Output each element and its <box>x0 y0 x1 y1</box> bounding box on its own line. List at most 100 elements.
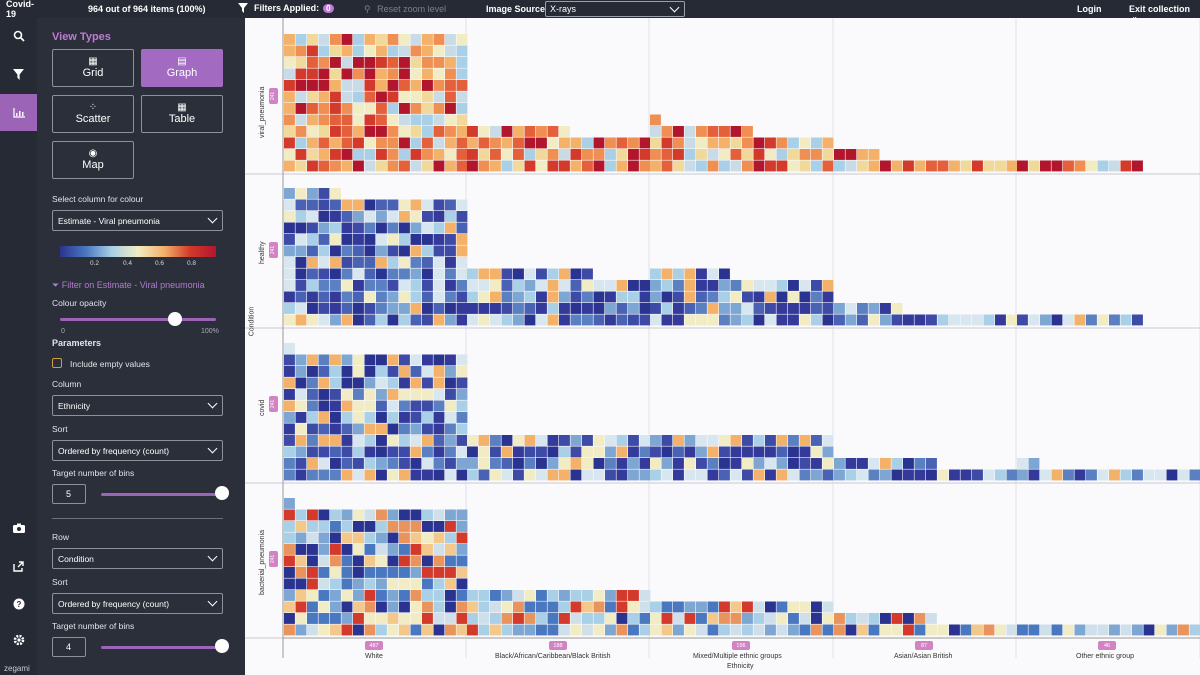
sort2-select[interactable]: Ordered by frequency (count) <box>52 593 223 614</box>
bins-slider-knob[interactable] <box>215 486 229 500</box>
divider <box>52 518 223 519</box>
graph-view-button[interactable]: ▤ Graph <box>141 49 223 87</box>
table-view-label: Table <box>168 113 196 125</box>
grid-view-label: Grid <box>82 67 104 79</box>
chevron-down-icon <box>207 213 218 224</box>
zegami-logo: zegami <box>4 664 30 673</box>
chevron-down-icon <box>207 596 218 607</box>
exit-collection-label: Exit collection <box>1129 4 1191 14</box>
opacity-slider-knob[interactable] <box>168 312 183 326</box>
grid-view-button[interactable]: ▦ Grid <box>52 49 134 87</box>
bins-slider-track <box>101 493 221 496</box>
colour-column-select[interactable]: Estimate - Viral pneumonia <box>52 210 223 231</box>
reset-zoom-label: Reset zoom level <box>377 4 447 14</box>
filter-icon[interactable] <box>0 56 37 92</box>
column-count-badge: 87 <box>915 641 933 650</box>
login-link[interactable]: Login <box>1077 4 1102 14</box>
colour-tick: 0.8 <box>187 260 197 267</box>
scatter-icon: ⁘ <box>88 102 98 113</box>
row-label-bacterial-pneumonia: bacterial_pneumonia <box>259 530 266 595</box>
sort2-value: Ordered by frequency (count) <box>58 598 170 609</box>
bins2-slider-knob[interactable] <box>215 639 229 653</box>
bins2-input[interactable]: 4 <box>52 637 86 657</box>
svg-text:?: ? <box>16 600 21 609</box>
column-count-badge: 46 <box>1098 641 1116 650</box>
colour-opacity-label: Colour opacity <box>52 298 107 308</box>
table-view-button[interactable]: ▦ Table <box>141 95 223 133</box>
filters-label: Filters Applied: <box>254 3 320 13</box>
graph-icon: ▤ <box>177 56 187 67</box>
row-label-viral-pneumonia: viral_pneumonia <box>259 86 266 138</box>
column-value: Ethnicity <box>58 400 91 411</box>
graph-canvas[interactable]: Condition viral_pneumonia 241 healthy 24… <box>245 18 1200 675</box>
row-label-healthy: healthy <box>259 241 266 264</box>
filters-count-badge: 0 <box>323 3 334 13</box>
column-label-white: White <box>365 653 383 660</box>
column-label-mixed: Mixed/Multiple ethnic groups <box>693 653 782 660</box>
sort-label: Sort <box>52 424 68 434</box>
filter-icon: ⏷ <box>52 280 60 290</box>
grid-icon: ▦ <box>88 56 98 67</box>
column-count-badge: 487 <box>365 641 383 650</box>
chevron-down-icon <box>207 551 218 562</box>
row-count-badge: 241 <box>269 88 278 104</box>
search-icon[interactable] <box>0 18 37 54</box>
image-source-label: Image Source <box>486 4 546 14</box>
x-axis-title: Ethnicity <box>727 663 754 670</box>
icon-rail: ? zegami <box>0 18 37 675</box>
filters-applied[interactable]: Filters Applied: 0 <box>238 3 334 13</box>
parameters-title: Parameters <box>52 338 102 348</box>
opacity-max: 100% <box>201 328 219 335</box>
sort2-label: Sort <box>52 577 68 587</box>
image-source-value: X-rays <box>550 4 577 14</box>
column-count-badge: 188 <box>549 641 567 650</box>
column-label: Column <box>52 379 82 389</box>
opacity-slider-track <box>60 318 216 321</box>
app-title: Covid-19 <box>6 0 34 19</box>
row-value: Condition <box>58 553 94 564</box>
image-source-select[interactable]: X-rays <box>545 1 685 17</box>
bins2-label: Target number of bins <box>52 621 135 631</box>
graph-view-label: Graph <box>166 67 198 79</box>
table-icon: ▦ <box>177 102 187 113</box>
colour-tick: 0.2 <box>90 260 100 267</box>
row-count-badge: 241 <box>269 242 278 258</box>
help-icon[interactable]: ? <box>0 586 37 622</box>
map-view-button[interactable]: ◉ Map <box>52 141 134 179</box>
row-select[interactable]: Condition <box>52 548 223 569</box>
graph-view-icon[interactable] <box>0 94 37 131</box>
filter-on-estimate-link[interactable]: ⏷ Filter on Estimate - Viral pneumonia <box>52 280 205 291</box>
globe-icon: ◉ <box>88 148 98 159</box>
view-types-title: View Types <box>52 31 111 43</box>
share-icon[interactable] <box>0 548 37 584</box>
camera-icon[interactable] <box>0 510 37 546</box>
bins-label: Target number of bins <box>52 468 135 478</box>
include-empty-label: Include empty values <box>70 359 150 369</box>
y-axis-title: Condition <box>248 306 256 337</box>
colour-column-value: Estimate - Viral pneumonia <box>58 215 160 226</box>
column-select[interactable]: Ethnicity <box>52 395 223 416</box>
scatter-view-button[interactable]: ⁘ Scatter <box>52 95 134 133</box>
bins-input[interactable]: 5 <box>52 484 86 504</box>
zoom-icon: ⚲ <box>364 4 371 14</box>
reset-zoom-button[interactable]: ⚲ Reset zoom level <box>364 4 446 15</box>
opacity-min: 0 <box>61 328 65 335</box>
row-count-badge: 241 <box>269 551 278 567</box>
colour-tick: 0.4 <box>123 260 133 267</box>
colour-column-label: Select column for colour <box>52 194 144 204</box>
row-label: Row <box>52 532 70 542</box>
colour-tick: 0.6 <box>155 260 165 267</box>
column-label-other: Other ethnic group <box>1076 653 1134 660</box>
column-label-asian: Asian/Asian British <box>894 653 953 660</box>
sort-value: Ordered by frequency (count) <box>58 445 170 456</box>
column-count-badge: 156 <box>732 641 750 650</box>
column-label-black: Black/African/Caribbean/Black British <box>495 653 611 660</box>
row-count-badge: 241 <box>269 396 278 412</box>
top-bar: Covid-19 964 out of 964 items (100%) Fil… <box>0 0 1200 24</box>
settings-icon[interactable] <box>0 622 37 658</box>
sort-select[interactable]: Ordered by frequency (count) <box>52 440 223 461</box>
item-count: 964 out of 964 items (100%) <box>88 4 206 14</box>
settings-panel: View Types ▦ Grid ▤ Graph ⁘ Scatter ▦ Ta… <box>37 18 245 675</box>
chevron-down-icon <box>207 443 218 454</box>
include-empty-checkbox[interactable] <box>52 358 62 368</box>
